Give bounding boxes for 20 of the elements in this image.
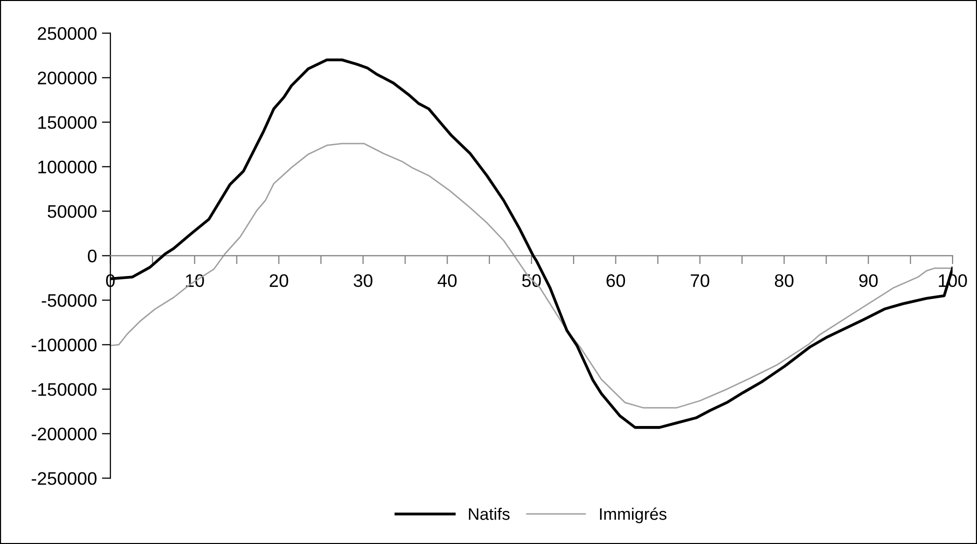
x-tick-label: 20: [270, 274, 288, 287]
y-tick-label: 0: [88, 250, 96, 262]
x-tick-label: 60: [606, 274, 626, 287]
x-tick-label: 90: [859, 274, 878, 287]
y-tick-label: -200000: [32, 428, 97, 440]
y-tick-label: 200000: [38, 72, 97, 84]
x-tick-label: 80: [774, 274, 794, 287]
legend-label: Natifs: [468, 508, 510, 520]
y-tick-label: 50000: [48, 205, 97, 218]
y-tick-label: 150000: [38, 116, 97, 129]
y-tick-label: 250000: [38, 27, 97, 40]
x-tick-label: 70: [690, 274, 710, 287]
y-tick-label: -50000: [42, 294, 97, 307]
y-tick-label: -150000: [32, 383, 97, 396]
y-tick-label: -250000: [32, 472, 97, 485]
legend-label: Immigrés: [600, 508, 666, 524]
x-tick-label: 40: [438, 274, 457, 287]
y-tick-label: -100000: [32, 338, 97, 352]
x-tick-label: 30: [354, 274, 372, 287]
y-tick-label: 100000: [38, 160, 97, 174]
